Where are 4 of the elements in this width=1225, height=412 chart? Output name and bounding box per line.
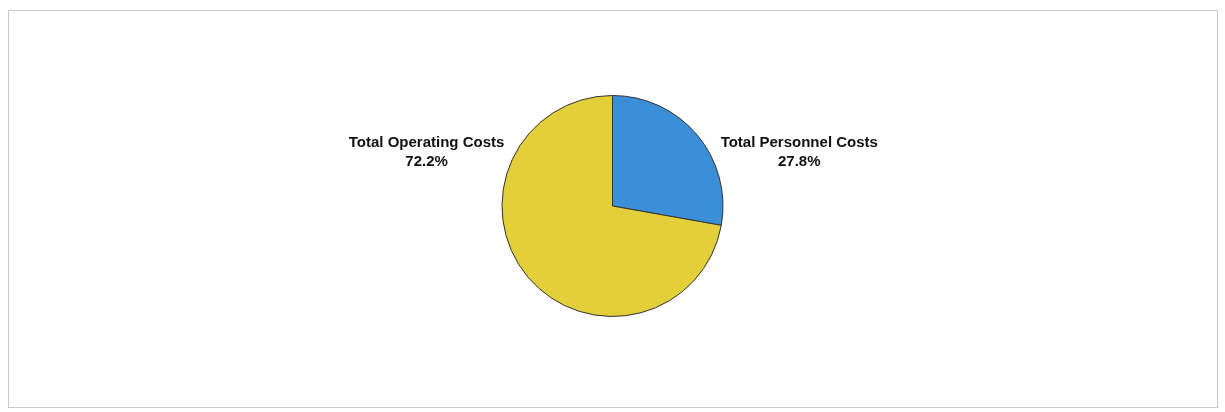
- slice-label: Total Operating Costs: [348, 132, 505, 150]
- data-label: 72.2%: [405, 151, 448, 169]
- data-label: 27.8%: [777, 151, 821, 169]
- slice-label: Total Personnel Costs: [720, 132, 878, 150]
